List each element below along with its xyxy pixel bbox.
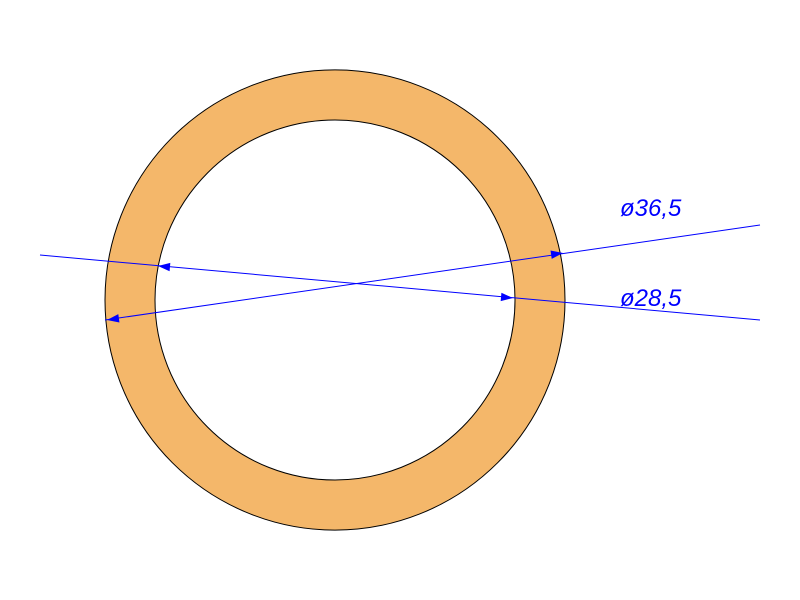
dimension-outer-label: ø36,5 xyxy=(620,195,681,223)
dimension-inner-arrow-1 xyxy=(158,263,170,271)
dimension-inner-arrow-2 xyxy=(501,293,513,301)
ring-path xyxy=(105,70,565,530)
ring-shape xyxy=(105,70,565,530)
dimension-inner-label: ø28,5 xyxy=(620,285,681,313)
